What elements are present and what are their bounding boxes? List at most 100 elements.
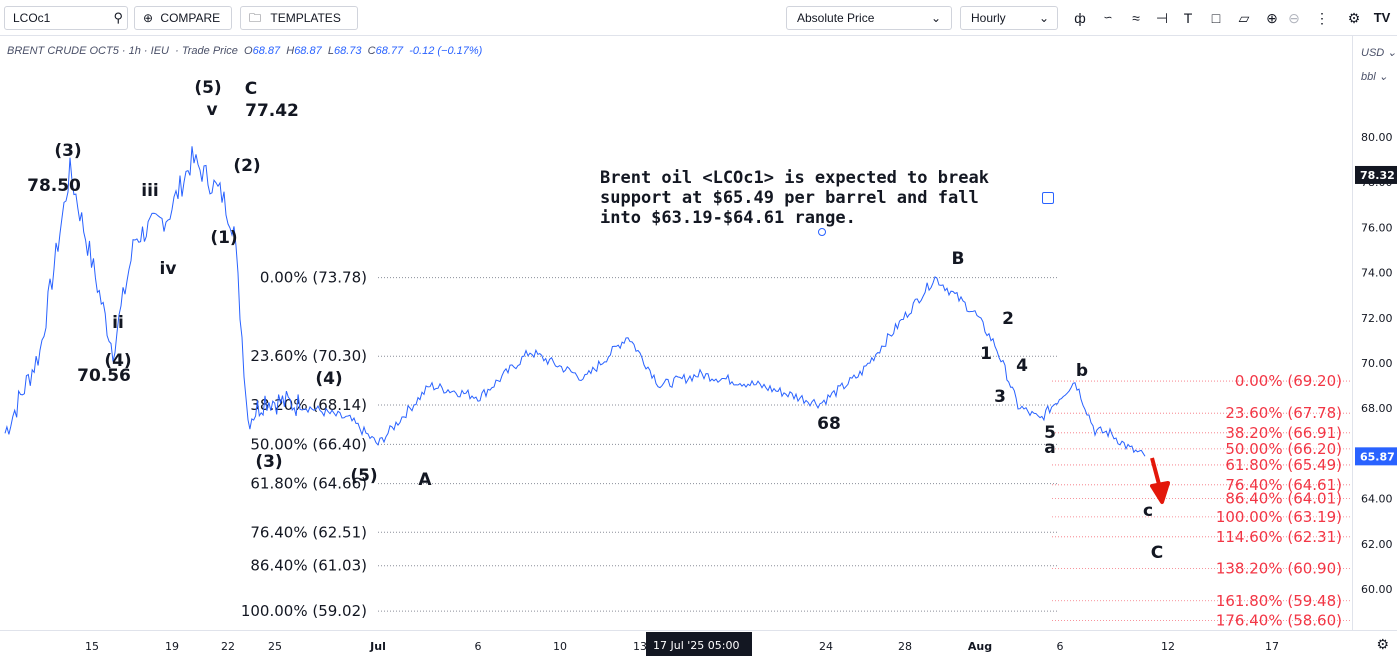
forecast-arrow-icon bbox=[1150, 457, 1170, 504]
symbol-search-input[interactable]: LCOc1 ⚲ bbox=[4, 6, 128, 30]
wave-label: iv bbox=[160, 259, 177, 279]
wave-label: iii bbox=[141, 181, 158, 201]
zoom-in-icon[interactable]: ⊕ bbox=[1266, 10, 1278, 26]
wave-label: 5 bbox=[1044, 423, 1056, 443]
symbol-value: LCOc1 bbox=[13, 11, 51, 25]
settings-icon[interactable]: ⚙ bbox=[1376, 636, 1389, 652]
fib-left-label: 86.40% (61.03) bbox=[250, 557, 367, 575]
currency-select[interactable]: USD ⌄ bbox=[1361, 46, 1397, 59]
chevron-down-icon: ⌄ bbox=[1387, 47, 1397, 59]
search-icon: ⚲ bbox=[113, 10, 123, 25]
annotation-handle-icon[interactable] bbox=[1042, 192, 1054, 204]
oscillator-icon[interactable]: ≈ bbox=[1132, 10, 1140, 26]
pattern-icon[interactable]: ▱ bbox=[1238, 10, 1250, 26]
wave-label: 78.50 bbox=[27, 176, 81, 196]
fib-left-label: 61.80% (64.66) bbox=[250, 475, 367, 493]
zoom-out-icon[interactable]: ⊖ bbox=[1288, 10, 1300, 26]
wave-label: v bbox=[206, 100, 217, 120]
fib-right-group: 0.00% (69.20) 23.60% (67.78) 38.20% (66.91… bbox=[1052, 372, 1352, 630]
legend-interval: 1h bbox=[128, 45, 141, 57]
open-label: O bbox=[244, 45, 253, 57]
fib-right-label: 61.80% (65.49) bbox=[1225, 456, 1342, 474]
text-tool-icon[interactable]: T bbox=[1183, 10, 1193, 26]
price-axis[interactable]: USD ⌄ bbl ⌄ bbox=[1352, 36, 1397, 630]
wave-label: (1) bbox=[210, 228, 237, 248]
fib-right-label: 114.60% (62.31) bbox=[1216, 528, 1342, 546]
fib-right-label: 161.80% (59.48) bbox=[1216, 592, 1342, 610]
top-toolbar: LCOc1 ⚲ ⊕ COMPARE 🗀 TEMPLATES Absolute P… bbox=[0, 0, 1397, 36]
wave-label: 3 bbox=[994, 387, 1006, 407]
open-value: 68.87 bbox=[252, 45, 281, 57]
forecast-annotation[interactable]: Brent oil <LCOc1> is expected to break s… bbox=[600, 168, 989, 228]
annotation-anchor-icon[interactable] bbox=[818, 228, 826, 236]
chart-legend: BRENT CRUDE OCT5 · 1h · IEU · Trade Pric… bbox=[7, 45, 483, 57]
wave-label: 2 bbox=[1002, 309, 1014, 329]
interval-select[interactable]: Hourly ⌄ bbox=[960, 6, 1058, 30]
wave-label: (3) bbox=[54, 141, 81, 161]
legend-name: BRENT CRUDE OCT5 bbox=[7, 45, 119, 57]
fib-right-label: 23.60% (67.78) bbox=[1225, 404, 1342, 422]
fib-left-label: 100.00% (59.02) bbox=[241, 602, 367, 620]
price-mode-value: Absolute Price bbox=[797, 11, 875, 25]
fib-right-label: 76.40% (64.61) bbox=[1225, 476, 1342, 494]
wave-label: c bbox=[1143, 501, 1153, 521]
settings-icon[interactable]: ⚙ bbox=[1347, 10, 1361, 26]
wave-label: (4) bbox=[104, 351, 131, 371]
interval-value: Hourly bbox=[971, 11, 1006, 25]
low-value: 68.73 bbox=[333, 45, 362, 57]
fib-right-label: 100.00% (63.19) bbox=[1216, 508, 1342, 526]
chevron-down-icon: ⌄ bbox=[930, 11, 941, 25]
candles-icon[interactable]: ф bbox=[1074, 10, 1086, 26]
templates-button[interactable]: 🗀 TEMPLATES bbox=[240, 6, 358, 30]
wave-label: C bbox=[1151, 543, 1163, 563]
wave-label: 4 bbox=[1016, 356, 1028, 376]
more-icon[interactable]: ⋮ bbox=[1315, 10, 1329, 26]
wave-labels-group: (3)78.50 iiiivii(4)70.56(5)vC77.42(2)(1)(… bbox=[27, 78, 1163, 563]
wave-label: 70.56 bbox=[77, 366, 131, 386]
selection-icon[interactable]: □ bbox=[1211, 10, 1221, 26]
legend-price-type: Trade Price bbox=[181, 45, 238, 57]
fib-left-label: 76.40% (62.51) bbox=[250, 523, 367, 541]
change-value: -0.12 (−0.17%) bbox=[409, 45, 483, 57]
wave-label: 77.42 bbox=[245, 101, 299, 121]
chevron-down-icon: ⌄ bbox=[1378, 71, 1388, 83]
fib-left-label: 0.00% (73.78) bbox=[260, 269, 367, 287]
high-value: 68.87 bbox=[294, 45, 322, 57]
wave-label: (2) bbox=[233, 156, 260, 176]
price-mode-select[interactable]: Absolute Price ⌄ bbox=[786, 6, 952, 30]
indicators-icon[interactable]: ∽ bbox=[1103, 12, 1113, 24]
wave-label: B bbox=[952, 249, 965, 269]
fib-right-label: 86.40% (64.01) bbox=[1225, 489, 1342, 507]
wave-label: (5) bbox=[194, 78, 221, 98]
wave-label: (4) bbox=[315, 369, 342, 389]
templates-label: TEMPLATES bbox=[270, 11, 341, 25]
fib-left-label: 50.00% (66.40) bbox=[250, 435, 367, 453]
unit-label: bbl bbox=[1361, 71, 1376, 83]
draw-line-icon[interactable]: ⊣ bbox=[1155, 10, 1169, 26]
wave-label: (3) bbox=[255, 452, 282, 472]
wave-label: a bbox=[1044, 438, 1055, 458]
close-label: C bbox=[367, 45, 376, 57]
wave-label: A bbox=[418, 470, 432, 490]
high-label: H bbox=[286, 45, 295, 57]
wave-label: b bbox=[1076, 361, 1088, 381]
wave-label: (5) bbox=[350, 466, 377, 486]
fib-right-label: 38.20% (66.91) bbox=[1225, 424, 1342, 442]
fib-left-label: 38.20% (68.14) bbox=[250, 396, 367, 414]
fib-right-label: 0.00% (69.20) bbox=[1235, 372, 1342, 390]
fib-right-label: 176.40% (58.60) bbox=[1216, 612, 1342, 630]
wave-label: 68 bbox=[817, 414, 841, 434]
fib-right-label: 138.20% (60.90) bbox=[1216, 560, 1342, 578]
compare-label: COMPARE bbox=[160, 11, 221, 25]
wave-label: C bbox=[245, 79, 257, 99]
close-value: 68.77 bbox=[375, 45, 404, 57]
wave-label: ii bbox=[112, 313, 124, 333]
unit-select[interactable]: bbl ⌄ bbox=[1361, 70, 1388, 83]
time-axis[interactable]: ⚙ bbox=[0, 630, 1397, 658]
compare-button[interactable]: ⊕ COMPARE bbox=[134, 6, 232, 30]
chevron-down-icon: ⌄ bbox=[1038, 11, 1049, 25]
currency-label: USD bbox=[1361, 47, 1385, 59]
fib-left-label: 23.60% (70.30) bbox=[250, 347, 367, 365]
